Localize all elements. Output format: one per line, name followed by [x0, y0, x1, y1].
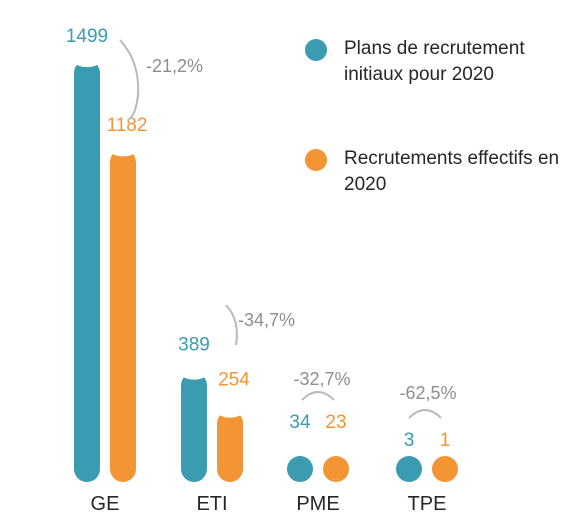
- bar-notch-ge-1: [109, 142, 137, 157]
- change-label-ge: -21,2%: [146, 56, 203, 76]
- bar-eti-effectif: [217, 410, 243, 482]
- bar-pme-plan: [287, 456, 313, 482]
- legend-swatch-plans: [305, 39, 327, 61]
- bar-pme-effectif: [323, 456, 349, 482]
- value-label-eti-plan: 389: [178, 334, 210, 355]
- legend-item-effectifs: Recrutements effectifs en 2020: [305, 146, 575, 198]
- change-label-eti: -34,7%: [238, 310, 295, 330]
- legend-label-plans: Plans de recrutement initiaux pour 2020: [344, 38, 525, 85]
- change-arc-eti: [225, 304, 238, 346]
- value-label-ge-plan: 1499: [66, 26, 108, 47]
- category-label-pme: PME: [296, 493, 339, 515]
- value-label-tpe-plan: 3: [404, 430, 415, 451]
- legend-swatch-effectifs: [305, 149, 327, 171]
- category-label-ge: GE: [91, 493, 120, 515]
- category-label-eti: ETI: [196, 493, 227, 515]
- bar-tpe-effectif: [432, 456, 458, 482]
- bar-notch-eti-0: [180, 365, 208, 380]
- value-label-pme-effectif: 23: [325, 412, 346, 433]
- value-label-tpe-effectif: 1: [440, 430, 451, 451]
- value-label-pme-plan: 34: [289, 412, 311, 433]
- category-label-tpe: TPE: [408, 493, 447, 515]
- change-label-tpe: -62,5%: [399, 383, 456, 403]
- change-arc-ge: [119, 39, 140, 121]
- bar-eti-plan: [181, 372, 207, 482]
- bar-notch-ge-0: [73, 52, 101, 68]
- value-label-eti-effectif: 254: [218, 369, 250, 390]
- bar-ge-plan: [74, 60, 100, 482]
- change-arc-pme: [301, 391, 335, 401]
- bar-tpe-plan: [396, 456, 422, 482]
- legend-item-plans: Plans de recrutement initiaux pour 2020: [305, 36, 575, 88]
- value-label-ge-effectif: 1182: [107, 115, 148, 136]
- legend-label-effectifs: Recrutements effectifs en 2020: [344, 148, 560, 195]
- bar-ge-effectif: [110, 149, 136, 482]
- bar-notch-eti-1: [216, 403, 244, 418]
- change-arc-tpe: [408, 409, 442, 419]
- change-label-pme: -32,7%: [293, 369, 350, 389]
